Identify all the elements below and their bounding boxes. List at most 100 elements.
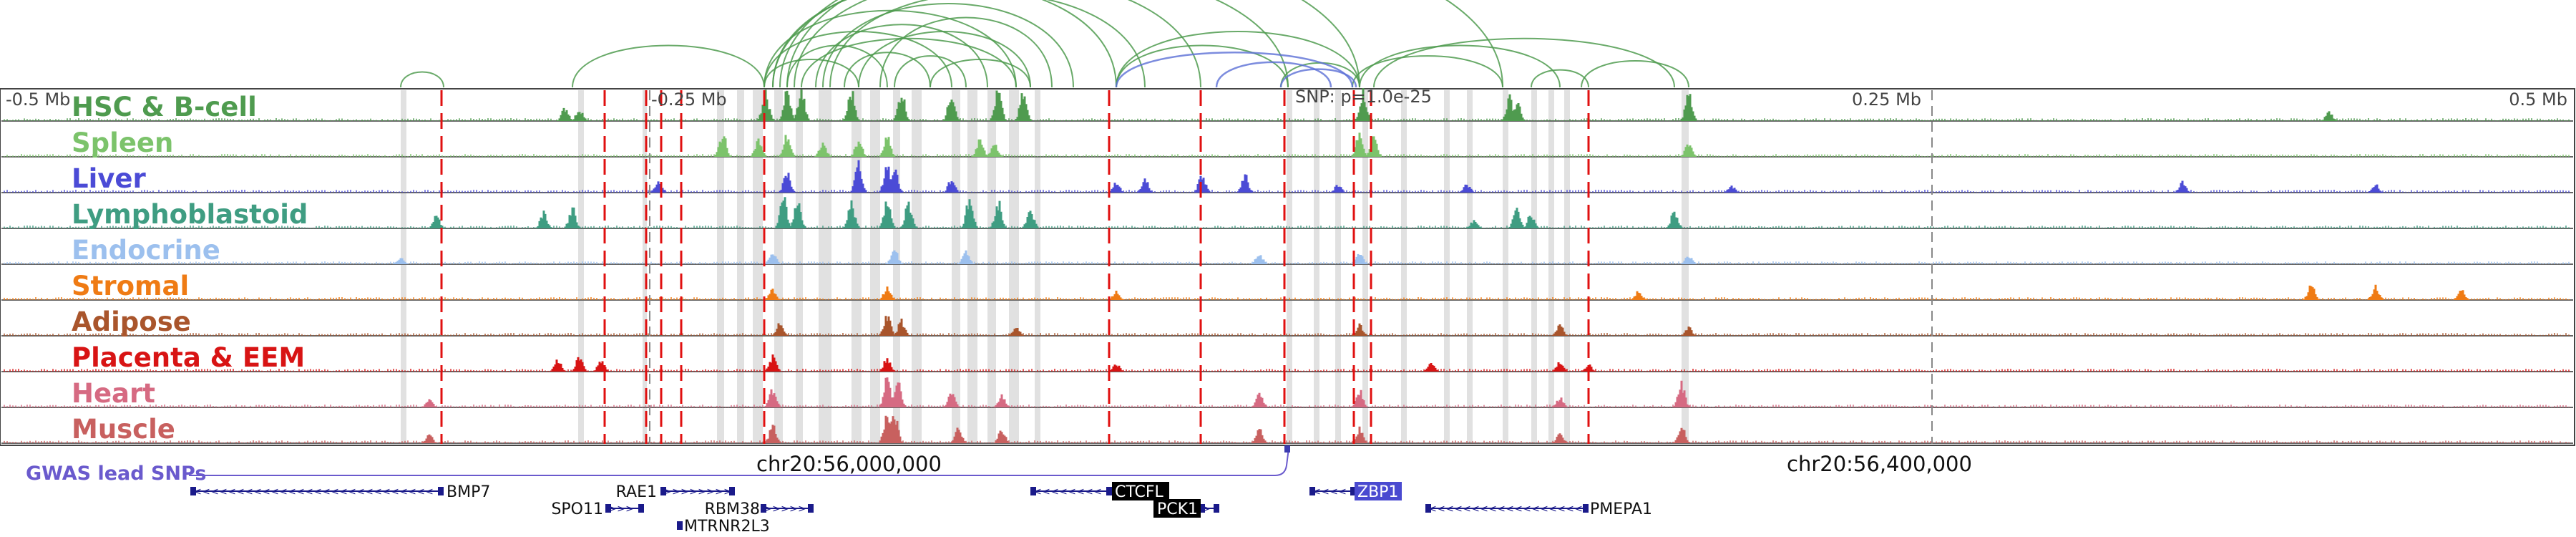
track-label-endocrine: Endocrine xyxy=(72,235,220,266)
track-peaks xyxy=(650,160,2384,193)
strand-chevron: > xyxy=(672,486,680,498)
track-noise xyxy=(4,297,2570,300)
strand-chevron: < xyxy=(365,486,374,498)
highlight-band xyxy=(852,90,862,444)
strand-chevron: > xyxy=(798,503,806,515)
exon xyxy=(1106,487,1112,495)
strand-chevron: < xyxy=(1059,486,1068,498)
exon xyxy=(1214,504,1219,513)
strand-chevron: < xyxy=(425,486,434,498)
highlight-band xyxy=(1401,90,1407,444)
chromatin-loop xyxy=(1352,55,1503,88)
chromatin-loop xyxy=(1531,69,1589,88)
snp-loop xyxy=(1279,68,1357,88)
track-label-hsc-b-cell: HSC & B-cell xyxy=(72,92,257,122)
snp-loop xyxy=(1115,52,1354,88)
exon xyxy=(1309,487,1315,495)
strand-chevron: < xyxy=(322,486,331,498)
strand-chevron: < xyxy=(1497,503,1506,515)
highlight-band xyxy=(819,90,831,444)
chromatin-loop xyxy=(794,0,1201,88)
track-peaks xyxy=(421,377,1690,407)
highlight-band xyxy=(737,90,744,444)
chromatin-loop xyxy=(772,0,1289,88)
strand-chevron: < xyxy=(1480,503,1488,515)
chromatin-loop xyxy=(829,0,1146,88)
highlight-bands xyxy=(401,90,1689,444)
highlight-band xyxy=(893,90,900,444)
track-peaks xyxy=(714,132,1697,157)
gene-label: CTCFL xyxy=(1115,483,1164,501)
chromatin-loop xyxy=(572,44,765,88)
gene-rae1: > > > > > > > >RAE1 xyxy=(616,483,735,501)
chromatin-loop xyxy=(822,3,1074,88)
chromatin-loop xyxy=(879,16,1053,88)
chromatin-loop xyxy=(779,0,1360,88)
strand-chevron: < xyxy=(1068,486,1076,498)
track-noise xyxy=(4,440,2570,443)
gene-label: RAE1 xyxy=(616,483,657,501)
strand-chevron: < xyxy=(1050,486,1059,498)
highlight-band xyxy=(1548,90,1554,444)
track-noise xyxy=(4,333,2570,336)
gene-label: BMP7 xyxy=(447,483,490,501)
strand-chevron: > xyxy=(680,486,689,498)
gene-highlight xyxy=(1112,482,1169,500)
track-label-liver: Liver xyxy=(72,163,146,194)
gwas-label: GWAS lead SNPs xyxy=(26,463,206,485)
coord-56000000: chr20:56,000,000 xyxy=(756,452,942,476)
gene-mtrnr2l3: MTRNR2L3 xyxy=(677,518,770,536)
strand-chevron: < xyxy=(391,486,399,498)
strand-chevron: < xyxy=(210,486,219,498)
exon xyxy=(1425,504,1431,513)
highlight-band xyxy=(1531,90,1537,444)
scale-labels: -0.5 Mb -0.25 Mb 0.25 Mb 0.5 Mb SNP: p=1… xyxy=(6,87,2567,110)
strand-chevron: < xyxy=(296,486,305,498)
track-label-stromal: Stromal xyxy=(72,271,189,301)
gene-label: RBM38 xyxy=(705,500,760,518)
exon xyxy=(1030,487,1036,495)
track-label-placenta-eem: Placenta & EEM xyxy=(72,342,305,373)
track-label-heart: Heart xyxy=(72,378,155,409)
strand-chevron: > xyxy=(663,486,672,498)
gene-label: SPO11 xyxy=(551,500,603,518)
exon xyxy=(677,521,683,530)
exon xyxy=(660,487,666,495)
gene-pmepa1: < < < < < < < < < < < < < < < < < < PMEPA1 xyxy=(1425,500,1652,518)
chromatin-loop xyxy=(400,71,444,88)
strand-chevron: < xyxy=(1506,503,1514,515)
strand-chevron: > xyxy=(763,503,772,515)
strand-chevron: < xyxy=(253,486,262,498)
strand-chevron: < xyxy=(399,486,408,498)
scale-mid-right: 0.25 Mb xyxy=(1852,90,1921,110)
highlight-band xyxy=(987,90,996,444)
highlight-band xyxy=(912,90,922,444)
highlight-band xyxy=(1444,90,1450,444)
snp-marker-lines xyxy=(440,90,1933,444)
highlight-band xyxy=(578,90,584,444)
highlight-band xyxy=(1314,90,1319,444)
strand-chevron: > xyxy=(772,503,781,515)
highlight-band xyxy=(753,90,763,444)
exon xyxy=(438,487,444,495)
chromatin-loop xyxy=(1581,59,1689,88)
track-peaks xyxy=(764,284,2470,300)
strand-chevron: > xyxy=(723,486,732,498)
chromatin-loop xyxy=(894,55,967,88)
gene-label: MTRNR2L3 xyxy=(684,518,770,536)
highlight-band xyxy=(1682,90,1689,444)
coord-56400000: chr20:56,400,000 xyxy=(1787,452,1972,476)
gene-pck1: > PCK1 xyxy=(1153,499,1219,518)
track-label-spleen: Spleen xyxy=(72,127,173,158)
strand-chevron: < xyxy=(270,486,279,498)
strand-chevron: > xyxy=(715,486,723,498)
snp-pvalue-label: SNP: p=1.0e-25 xyxy=(1295,87,1432,107)
gene-highlight xyxy=(1153,499,1201,518)
scale-mid-left: -0.25 Mb xyxy=(651,90,727,110)
strand-chevron: < xyxy=(1548,503,1557,515)
strand-chevron: < xyxy=(1471,503,1480,515)
gene-ctcfl: < < < < < < < < CTCFL xyxy=(1030,482,1169,501)
strand-chevron: < xyxy=(288,486,296,498)
strand-chevron: < xyxy=(1093,486,1102,498)
